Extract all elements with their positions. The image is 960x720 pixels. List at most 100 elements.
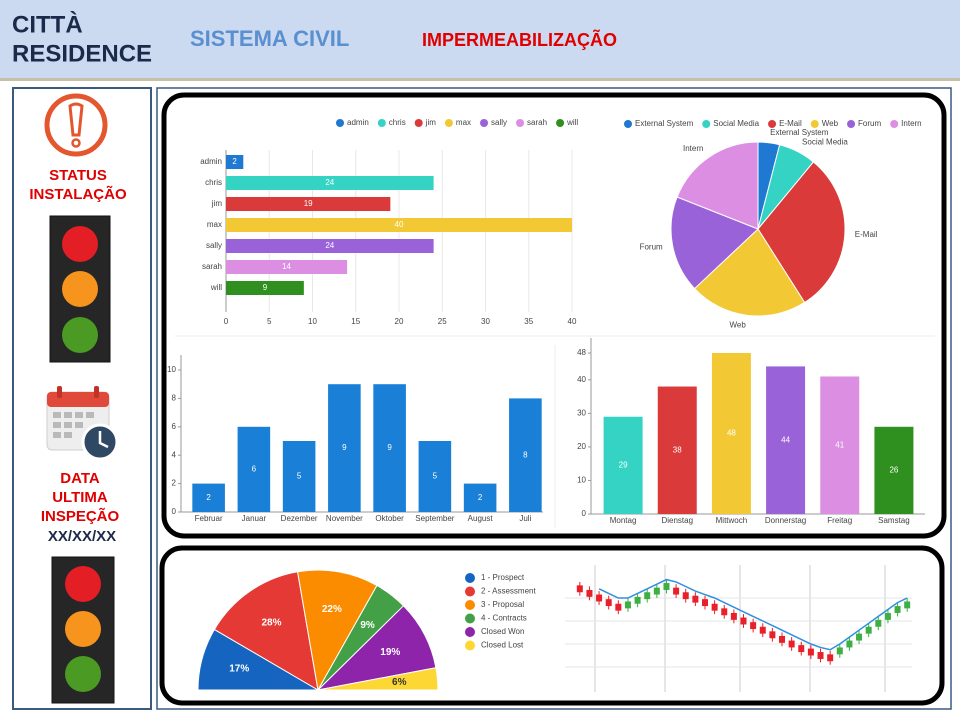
- x-tick-label: 40: [568, 317, 577, 326]
- pie-slice: [317, 667, 439, 691]
- x-tick-label: Juli: [519, 514, 531, 523]
- data-label: 24: [325, 241, 334, 250]
- data-label: 19: [304, 199, 313, 208]
- legend-label: 4 - Contracts: [481, 614, 527, 623]
- status-icon-mark: [68, 102, 84, 137]
- candle-body: [740, 617, 747, 625]
- bar: [226, 239, 434, 253]
- candle-body: [644, 592, 651, 600]
- bar: [237, 426, 271, 512]
- legend-label: 1 - Prospect: [481, 573, 525, 582]
- bar: [226, 197, 391, 211]
- y-tick-label: 10: [167, 365, 176, 374]
- slice-label: Social Media: [802, 138, 848, 147]
- data-label: 26: [889, 466, 898, 475]
- slice-label: Forum: [640, 242, 663, 251]
- legend-label: Forum: [858, 119, 881, 128]
- legend-swatch: [556, 119, 565, 127]
- candle-body: [875, 619, 882, 627]
- y-tick-label: 2: [172, 479, 177, 488]
- bar: [192, 483, 225, 512]
- y-tick-label: 0: [172, 507, 177, 516]
- y-tick-label: sarah: [202, 262, 222, 271]
- legend-label: E-Mail: [779, 119, 802, 128]
- y-tick-label: 4: [172, 450, 177, 459]
- bar: [711, 353, 751, 514]
- legend-label: Closed Lost: [481, 641, 524, 650]
- legend-label: max: [456, 118, 471, 127]
- data-label: 24: [325, 178, 334, 187]
- x-tick-label: 10: [308, 317, 317, 326]
- y-tick-label: will: [210, 283, 222, 292]
- y-tick-label: jim: [211, 199, 223, 208]
- bar: [282, 441, 316, 512]
- bar: [226, 260, 348, 274]
- data-label: 38: [673, 445, 682, 454]
- legend-swatch: [480, 119, 489, 127]
- bar: [874, 426, 914, 514]
- legend-swatch: [465, 627, 475, 637]
- y-tick-label: admin: [200, 157, 222, 166]
- legend-swatch: [377, 119, 386, 127]
- candle-body: [836, 647, 843, 655]
- bar: [463, 483, 497, 512]
- x-tick-label: 25: [438, 317, 447, 326]
- data-label: 6%: [392, 677, 407, 688]
- chart: 17% 28% 22% 9% 19% 6% 1 - Prospect 2 - Assessme…: [197, 569, 536, 692]
- legend-label: will: [566, 118, 578, 127]
- data-label: 2: [478, 493, 483, 502]
- data-label: 44: [781, 435, 790, 444]
- candle-body: [904, 601, 911, 609]
- slice-label: E-Mail: [855, 230, 878, 239]
- inspection-date: XX/XX/XX: [48, 528, 116, 545]
- x-tick-label: Oktober: [375, 514, 404, 523]
- x-tick-label: Donnerstag: [765, 516, 806, 525]
- bar: [509, 398, 542, 512]
- y-tick-label: chris: [205, 178, 222, 187]
- x-tick-label: Freitag: [827, 516, 852, 525]
- data-label: 8: [523, 450, 528, 459]
- legend-swatch: [336, 119, 344, 127]
- candle-body: [779, 635, 786, 643]
- data-label: 6: [252, 465, 257, 474]
- x-tick-label: Montag: [610, 516, 637, 525]
- candle-body: [798, 645, 805, 653]
- status-label: STATUS: [49, 167, 107, 184]
- legend-swatch: [768, 120, 777, 128]
- candle-body: [807, 648, 814, 656]
- y-tick-label: sally: [206, 241, 222, 250]
- legend-label: sarah: [527, 118, 547, 127]
- legend-swatch: [465, 586, 475, 597]
- legend-swatch: [465, 600, 475, 610]
- data-label: 17%: [229, 663, 249, 674]
- x-tick-label: 30: [481, 317, 490, 326]
- y-tick-label: 6: [172, 422, 177, 431]
- legend-swatch: [890, 120, 899, 128]
- legend-swatch: [702, 120, 711, 128]
- legend-label: External System: [635, 119, 694, 128]
- bar: [657, 386, 697, 514]
- candle-body: [856, 633, 863, 641]
- candle-body: [692, 595, 699, 603]
- chart: [565, 578, 912, 668]
- pie-slice: [757, 161, 846, 304]
- status-icon-dot: [71, 138, 81, 148]
- data-label: 9: [263, 283, 268, 292]
- candle-body: [769, 631, 776, 639]
- bar: [226, 155, 244, 169]
- calendar-icon: [46, 386, 119, 461]
- x-tick-label: 35: [524, 317, 533, 326]
- candle-body: [615, 603, 622, 611]
- data-label: 48: [727, 429, 736, 438]
- inspection-label: INSPEÇÃO: [41, 507, 120, 525]
- data-label: 28%: [261, 618, 281, 629]
- x-tick-label: Dezember: [281, 514, 318, 523]
- slice-label: External System: [770, 128, 829, 137]
- subsystem-name: IMPERMEABILIZAÇÃO: [422, 29, 617, 50]
- y-tick-label: 48: [577, 348, 586, 357]
- x-tick-label: September: [415, 514, 454, 523]
- y-tick-label: 30: [577, 408, 586, 417]
- candle-body: [701, 599, 708, 607]
- bar: [373, 384, 406, 512]
